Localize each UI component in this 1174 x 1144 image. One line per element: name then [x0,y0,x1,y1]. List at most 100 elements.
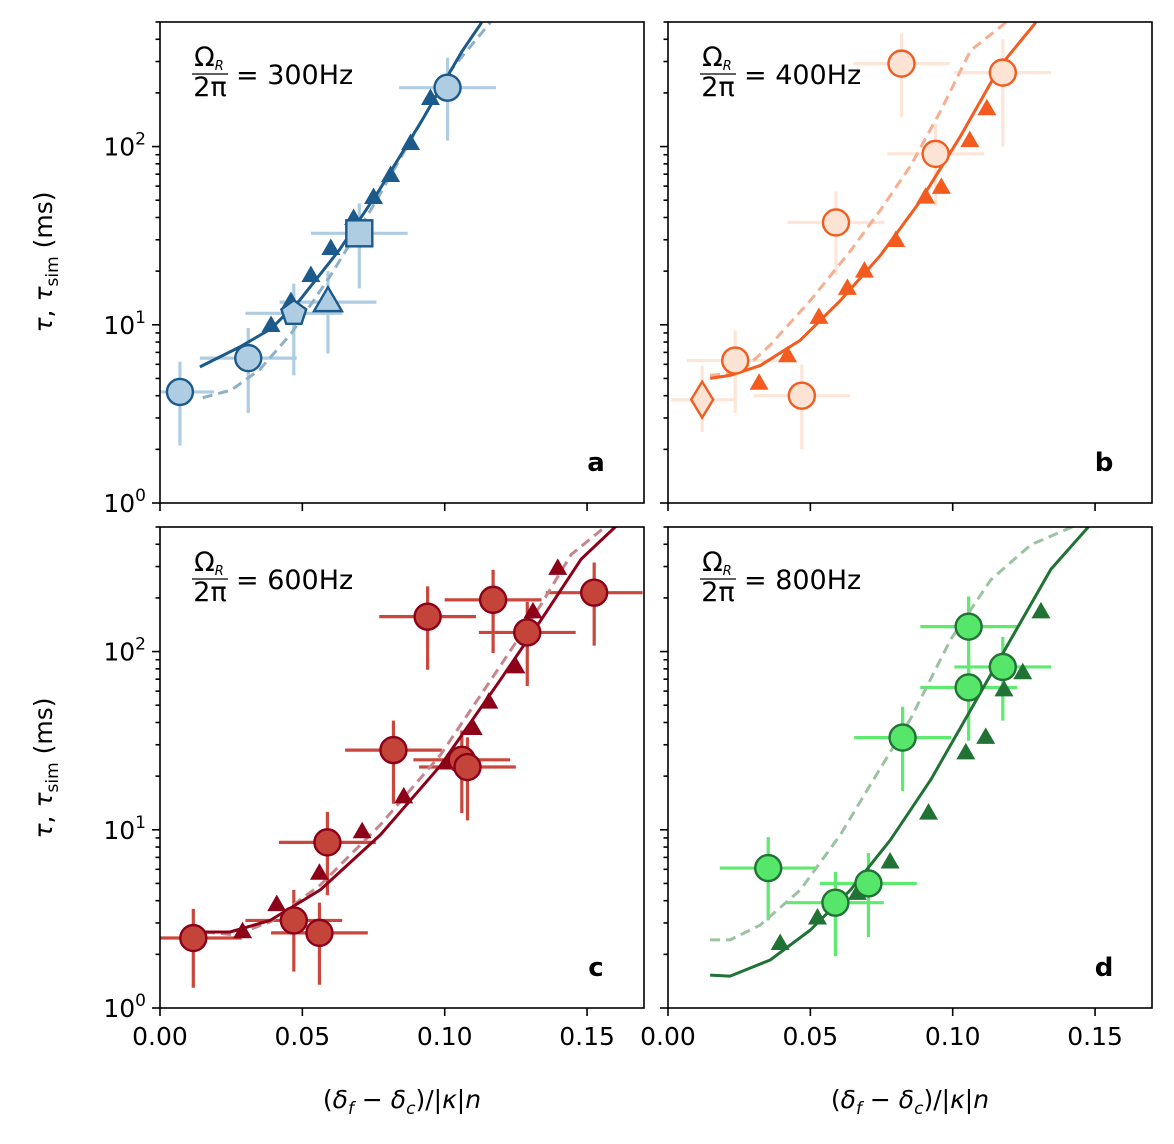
panel-letter: a [587,448,605,478]
exp-point-circle [305,918,334,948]
exp-point-circle [313,828,342,857]
sim-point-triangle [1013,662,1033,680]
exp-point-circle [165,377,195,407]
x-tick-label: 0.00 [640,1022,696,1051]
sim-point-triangle [976,727,996,744]
axes-frame [667,21,1153,504]
annotation-numerator: ΩR [702,547,732,579]
annotation-denominator: 2π [701,577,734,608]
y-axis-label-text: τ, τsim (ms) [29,191,63,332]
exp-point-diamond [689,379,715,420]
sim-point-triangle [977,98,997,116]
y-axis-label-top: τ, τsim (ms) [29,191,63,332]
plot-area-c [160,527,643,988]
sim-point-triangle [809,307,829,324]
panel-letter: b [1095,448,1114,478]
exp-point-circle [433,73,462,102]
plot-area-b [670,22,1052,450]
exp-point-circle [279,906,309,935]
sim-point-triangle [506,656,526,674]
fit-curve-dashed [710,527,1075,942]
sim-point-triangle [919,803,939,820]
annotation-denominator: 2π [193,577,226,608]
sim-point-triangle [916,187,936,204]
exp-point-circle [453,752,482,782]
exp-point-circle [478,585,508,615]
x-tick-label: 0.15 [1067,1022,1123,1051]
exp-point-circle [179,923,208,953]
exp-point-circle [579,578,609,607]
y-tick-label: 100 [103,486,146,518]
fit-curve-dashed [709,22,1007,377]
sim-point-triangle [463,718,483,736]
x-tick-label: 0.00 [132,1022,188,1051]
annotation-value: = 600Hz [236,565,353,596]
sim-point-triangle [886,230,906,248]
annotation-value: = 300Hz [236,60,353,91]
sim-point-triangle [479,692,499,709]
sim-point-triangle [778,345,798,363]
annotation-numerator: ΩR [702,42,732,74]
x-axis-label-left: (δf − δc)/|κ|n [323,1085,481,1119]
sim-point-triangle [267,894,287,912]
sim-point-triangle [854,261,874,278]
sim-point-triangle [749,373,769,390]
axes-frame [667,526,1153,1009]
y-tick-label: 102 [103,635,146,667]
sim-point-triangle [261,315,281,333]
fit-curve-dashed [204,527,608,937]
exp-point-circle [379,735,408,765]
sim-point-triangle [364,187,384,204]
exp-point-pentagon [279,298,308,325]
x-tick-label: 0.10 [925,1022,981,1051]
exp-point-circle [888,723,917,752]
y-axis-label-bottom: τ, τsim (ms) [29,697,63,838]
exp-point-circle [854,869,883,898]
exp-point-circle [720,346,750,375]
sim-point-triangle [807,907,827,925]
plot-area-d [710,527,1091,978]
x-tick-label: 0.10 [417,1022,473,1051]
x-tick-label: 0.05 [783,1022,839,1051]
fit-curve-solid [710,527,1091,978]
annotation-denominator: 2π [193,72,226,103]
plot-area-a [160,22,496,446]
sim-point-triangle [548,558,568,575]
exp-point-circle [787,381,817,410]
annotation-value: = 400Hz [744,60,861,91]
sim-point-triangle [837,278,857,295]
exp-point-circle [954,612,983,641]
sim-point-triangle [420,88,440,106]
exp-point-circle [513,618,542,647]
y-tick-label: 102 [103,130,146,162]
sim-point-triangle [1031,601,1051,619]
exp-point-circle [921,139,950,169]
exp-point-circle [234,343,263,373]
panel-letter: d [1095,953,1114,983]
sim-point-triangle [880,851,900,869]
y-tick-label: 101 [103,813,146,845]
annotation-denominator: 2π [701,72,734,103]
x-tick-label: 0.05 [275,1022,331,1051]
sim-point-triangle [994,679,1014,697]
sim-point-triangle [321,238,341,255]
exp-point-circle [887,49,916,78]
sim-point-triangle [309,863,329,880]
exp-point-circle [988,58,1018,87]
exp-point-circle [954,673,983,702]
exp-point-circle [754,853,783,883]
axes-frame [159,21,645,504]
sim-point-triangle [233,921,253,939]
y-tick-label: 100 [103,991,146,1023]
sim-point-triangle [401,133,421,151]
sim-point-triangle [352,821,372,839]
